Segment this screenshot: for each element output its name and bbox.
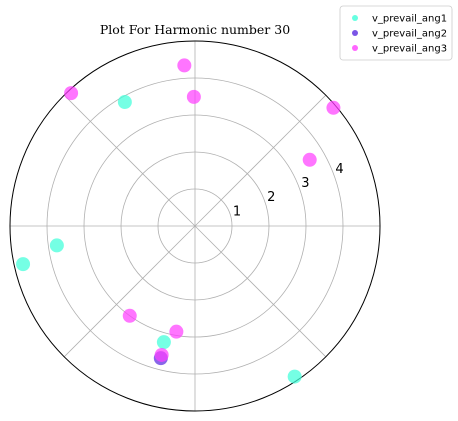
grid-spoke-45: [194, 94, 327, 227]
point-v_prevail_ang1-1: [49, 238, 64, 253]
point-v_prevail_ang3-3: [186, 89, 201, 104]
point-v_prevail_ang1-3: [156, 335, 171, 350]
legend-marker-v_prevail_ang1: [352, 15, 358, 21]
legend-box: [339, 5, 453, 61]
point-v_prevail_ang1-0: [117, 95, 132, 110]
grid-spoke-315: [194, 225, 327, 358]
radial-tick-labels: 1 2 3 4: [233, 162, 344, 219]
grid-spoke-135: [63, 94, 196, 227]
r-tick-label-2: 2: [267, 190, 275, 205]
grid-spoke-225: [63, 225, 196, 358]
point-v_prevail_ang3-0: [326, 100, 341, 115]
point-v_prevail_ang3-1: [302, 152, 317, 167]
legend: v_prevail_ang1 v_prevail_ang2 v_prevail_an…: [339, 5, 453, 61]
point-v_prevail_ang3-5: [122, 308, 137, 323]
grid-ring-1: [157, 188, 233, 264]
grid-ring-4: [46, 77, 344, 375]
legend-marker-v_prevail_ang2: [352, 30, 358, 36]
legend-label-v_prevail_ang1: v_prevail_ang1: [372, 14, 447, 25]
legend-label-v_prevail_ang3: v_prevail_ang3: [372, 44, 447, 55]
polar-frame: [9, 40, 381, 412]
data-points: [16, 58, 341, 384]
point-v_prevail_ang1-4: [287, 369, 302, 384]
chart-title: Plot For Harmonic number 30: [100, 22, 290, 37]
point-v_prevail_ang3-7: [154, 347, 169, 362]
point-v_prevail_ang3-6: [169, 324, 184, 339]
point-v_prevail_ang1-2: [16, 257, 31, 272]
r-tick-label-1: 1: [233, 204, 241, 219]
polar-grid: [9, 40, 381, 412]
grid-ring-3: [83, 114, 307, 338]
r-tick-label-4: 4: [335, 162, 343, 177]
point-v_prevail_ang3-2: [177, 58, 192, 73]
r-tick-label-3: 3: [301, 176, 309, 191]
legend-label-v_prevail_ang2: v_prevail_ang2: [372, 29, 447, 40]
grid-ring-2: [120, 151, 270, 301]
point-v_prevail_ang3-4: [64, 86, 79, 101]
legend-marker-v_prevail_ang3: [352, 45, 358, 51]
